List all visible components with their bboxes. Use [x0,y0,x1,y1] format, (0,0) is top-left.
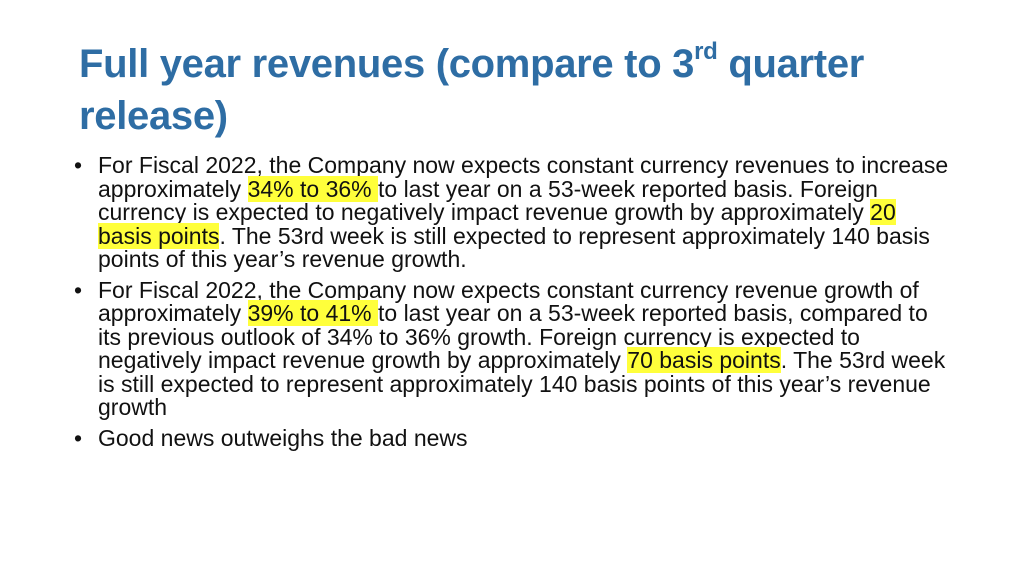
slide-title: Full year revenues (compare to 3rd quart… [79,38,979,142]
title-superscript: rd [694,37,718,65]
bullet-2-highlight-2: 70 basis points [627,347,781,373]
bullet-2-highlight-1: 39% to 41% [247,300,378,326]
bullet-item-1: • For Fiscal 2022, the Company now expec… [74,152,954,272]
bullet-item-3: • Good news outweighs the bad news [74,424,954,451]
bullet-3-text-1: Good news outweighs the bad news [98,424,468,451]
bullet-dot-icon: • [74,276,83,303]
bullet-dot-icon: • [74,152,83,178]
bullet-list: • For Fiscal 2022, the Company now expec… [74,152,954,457]
bullet-1-highlight-1: 34% to 36% [247,175,378,202]
bullet-1-text-3: . The 53rd week is still expected to rep… [98,222,930,272]
bullet-item-2: • For Fiscal 2022, the Company now expec… [74,276,954,420]
bullet-dot-icon: • [74,424,83,451]
title-text-part1: Full year revenues (compare to 3 [79,42,695,86]
bullet-1-text-2: to last year on a 53-week reported basis… [98,175,878,225]
title-text-part2: quarter release) [79,42,865,138]
bullet-2-text-3: . The 53rd week is still expected to rep… [98,347,946,420]
bullet-2-text-2: to last year on a 53-week reported basis… [98,300,928,373]
bullet-1-text-1: For Fiscal 2022, the Company now expects… [98,152,949,202]
bullet-2-text-1: For Fiscal 2022, the Company now expects… [98,276,919,326]
